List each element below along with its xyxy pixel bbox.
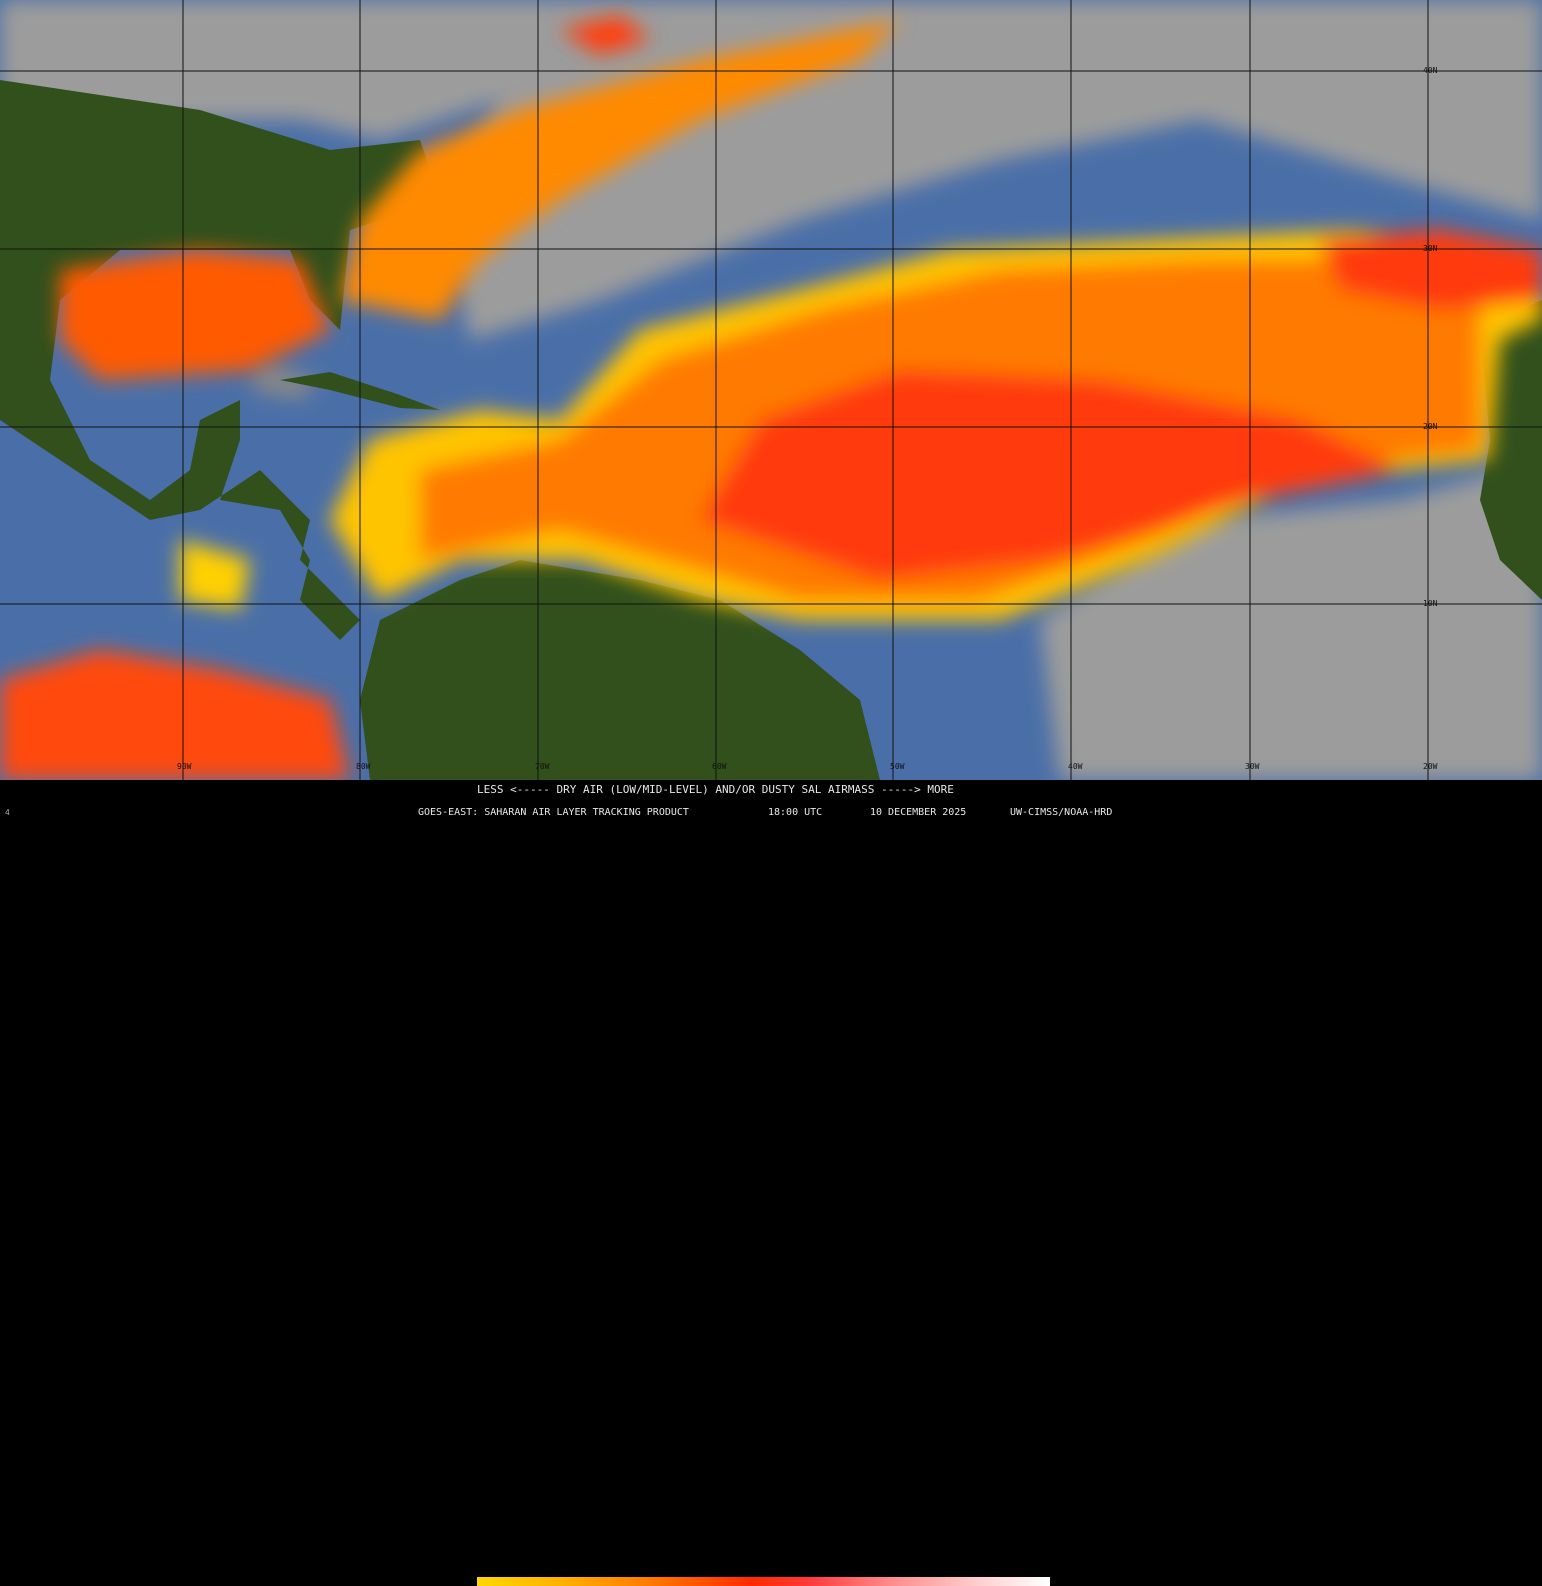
product-name: GOES-EAST: SAHARAN AIR LAYER TRACKING PR… [418, 807, 689, 818]
lon-label-30w: 30W [1245, 762, 1260, 771]
lon-label-80w: 80W [356, 762, 371, 771]
lon-label-60w: 60W [712, 762, 727, 771]
lat-label-10n: 10N [1423, 599, 1438, 608]
legend-title: LESS <----- DRY AIR (LOW/MID-LEVEL) AND/… [477, 783, 954, 796]
lon-label-40w: 40W [1068, 762, 1083, 771]
credit-label: UW-CIMSS/NOAA-HRD [1010, 807, 1113, 818]
lat-label-20n: 20N [1423, 422, 1438, 431]
time-label: 18:00 UTC [768, 807, 823, 818]
frame-marker: 4 [5, 808, 10, 817]
legend-panel: LESS <----- DRY AIR (LOW/MID-LEVEL) AND/… [0, 780, 1542, 1586]
sal-satellite-map [0, 0, 1542, 780]
lon-label-70w: 70W [535, 762, 550, 771]
lat-label-30n: 30N [1423, 244, 1438, 253]
lon-label-50w: 50W [890, 762, 905, 771]
lat-label-40n: 40N [1423, 66, 1438, 75]
saharan-air-layer [0, 15, 1542, 780]
lat-lon-grid [0, 0, 1542, 780]
lon-label-20w: 20W [1423, 762, 1438, 771]
colorbar [477, 1577, 1050, 1586]
date-label: 10 DECEMBER 2025 [870, 807, 967, 818]
lon-label-90w: 90W [177, 762, 192, 771]
